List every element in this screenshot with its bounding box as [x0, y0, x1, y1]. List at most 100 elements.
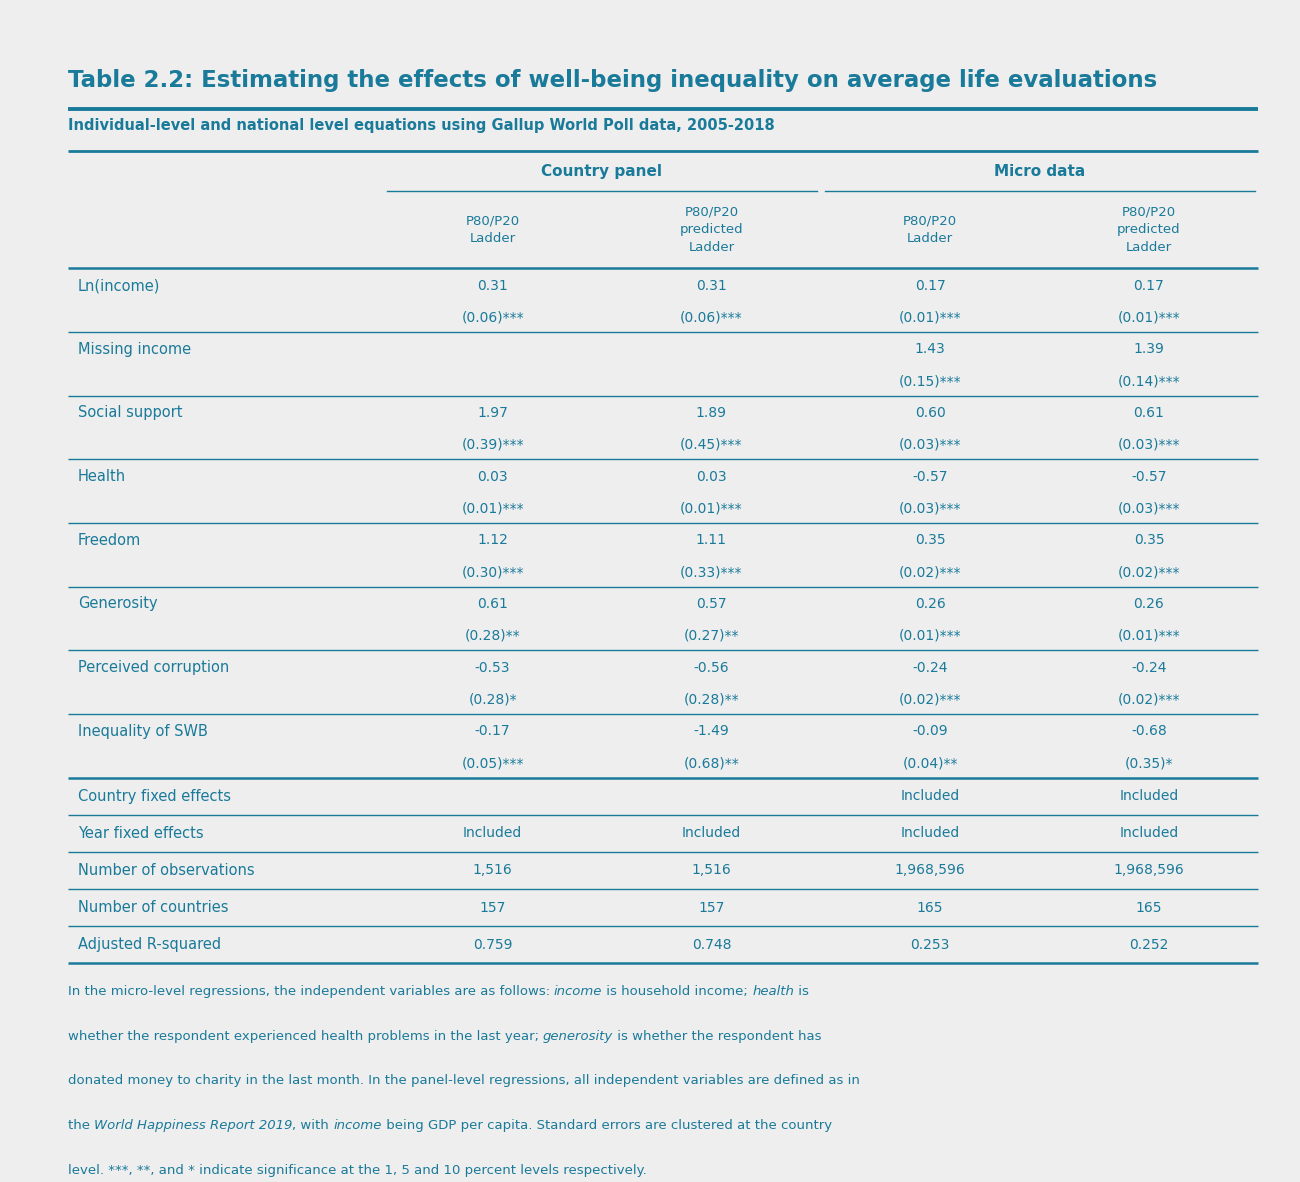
Text: Individual-level and national level equations using Gallup World Poll data, 2005: Individual-level and national level equa…: [68, 118, 775, 134]
Text: 1,968,596: 1,968,596: [1114, 864, 1184, 877]
Text: (0.03)***: (0.03)***: [1118, 437, 1180, 452]
Text: income: income: [554, 985, 602, 998]
Text: Included: Included: [463, 826, 523, 840]
Text: being GDP per capita. Standard errors are clustered at the country: being GDP per capita. Standard errors ar…: [382, 1119, 832, 1132]
Text: (0.03)***: (0.03)***: [898, 437, 962, 452]
Text: Year fixed effects: Year fixed effects: [78, 826, 204, 840]
Text: 1.43: 1.43: [915, 343, 945, 356]
Text: is whether the respondent has: is whether the respondent has: [614, 1030, 822, 1043]
Text: (0.28)**: (0.28)**: [684, 693, 740, 707]
Text: , with: , with: [292, 1119, 333, 1132]
Text: 1.11: 1.11: [696, 533, 727, 547]
Text: (0.45)***: (0.45)***: [680, 437, 742, 452]
Text: Country panel: Country panel: [542, 164, 663, 178]
Text: donated money to charity in the last month. In the panel-level regressions, all : donated money to charity in the last mon…: [68, 1074, 859, 1087]
Text: 0.61: 0.61: [1134, 405, 1165, 420]
Text: -0.68: -0.68: [1131, 725, 1167, 739]
Text: Micro data: Micro data: [994, 164, 1086, 178]
Text: 0.17: 0.17: [1134, 279, 1165, 293]
Text: 157: 157: [480, 901, 506, 915]
Text: 1,968,596: 1,968,596: [894, 864, 966, 877]
Text: whether the respondent experienced health problems in the last year;: whether the respondent experienced healt…: [68, 1030, 543, 1043]
Text: 0.61: 0.61: [477, 597, 508, 611]
Text: health: health: [753, 985, 794, 998]
Text: 0.748: 0.748: [692, 937, 731, 952]
Text: (0.03)***: (0.03)***: [1118, 501, 1180, 515]
Text: 1,516: 1,516: [473, 864, 512, 877]
Text: (0.01)***: (0.01)***: [680, 501, 742, 515]
Text: -0.56: -0.56: [694, 661, 729, 675]
Text: Included: Included: [1119, 826, 1179, 840]
Text: Perceived corruption: Perceived corruption: [78, 660, 229, 675]
Text: (0.01)***: (0.01)***: [462, 501, 524, 515]
Text: Social support: Social support: [78, 405, 182, 421]
Text: Included: Included: [1119, 790, 1179, 804]
Text: 0.60: 0.60: [915, 405, 945, 420]
Text: Freedom: Freedom: [78, 533, 142, 547]
Text: -0.24: -0.24: [913, 661, 948, 675]
Text: generosity: generosity: [543, 1030, 614, 1043]
Text: Inequality of SWB: Inequality of SWB: [78, 723, 208, 739]
Text: -0.57: -0.57: [1131, 469, 1166, 483]
Text: Table 2.2: Estimating the effects of well-being inequality on average life evalu: Table 2.2: Estimating the effects of wel…: [68, 69, 1157, 91]
Text: 0.759: 0.759: [473, 937, 512, 952]
Text: 1.89: 1.89: [696, 405, 727, 420]
Text: -0.09: -0.09: [913, 725, 948, 739]
Text: 165: 165: [916, 901, 944, 915]
Text: Adjusted R-squared: Adjusted R-squared: [78, 937, 221, 953]
Text: (0.01)***: (0.01)***: [898, 311, 962, 324]
Text: 0.03: 0.03: [696, 469, 727, 483]
Text: 0.35: 0.35: [915, 533, 945, 547]
Text: (0.06)***: (0.06)***: [680, 311, 742, 324]
Text: 0.252: 0.252: [1130, 937, 1169, 952]
Text: 165: 165: [1136, 901, 1162, 915]
Text: Health: Health: [78, 469, 126, 485]
Text: P80/P20
Ladder: P80/P20 Ladder: [903, 215, 957, 245]
Text: 0.26: 0.26: [1134, 597, 1165, 611]
Text: (0.33)***: (0.33)***: [680, 565, 742, 579]
Text: 1.97: 1.97: [477, 405, 508, 420]
Text: Included: Included: [901, 826, 959, 840]
Text: 0.26: 0.26: [915, 597, 945, 611]
Text: P80/P20
predicted
Ladder: P80/P20 predicted Ladder: [680, 206, 744, 254]
Text: 0.17: 0.17: [915, 279, 945, 293]
Text: (0.15)***: (0.15)***: [898, 374, 962, 388]
Text: (0.28)*: (0.28)*: [468, 693, 517, 707]
Text: 1.12: 1.12: [477, 533, 508, 547]
Text: P80/P20
Ladder: P80/P20 Ladder: [465, 215, 520, 245]
Text: -0.17: -0.17: [474, 725, 511, 739]
Text: 157: 157: [698, 901, 724, 915]
Text: Included: Included: [681, 826, 741, 840]
Text: (0.03)***: (0.03)***: [898, 501, 962, 515]
Text: (0.05)***: (0.05)***: [462, 756, 524, 769]
Text: Number of observations: Number of observations: [78, 863, 255, 878]
Text: -1.49: -1.49: [693, 725, 729, 739]
Text: (0.06)***: (0.06)***: [462, 311, 524, 324]
Text: P80/P20
predicted
Ladder: P80/P20 predicted Ladder: [1117, 206, 1180, 254]
Text: (0.01)***: (0.01)***: [1118, 311, 1180, 324]
Text: 0.03: 0.03: [477, 469, 508, 483]
Text: (0.27)**: (0.27)**: [684, 629, 740, 643]
Text: 0.31: 0.31: [696, 279, 727, 293]
Text: 1,516: 1,516: [692, 864, 732, 877]
Text: is household income;: is household income;: [602, 985, 753, 998]
Text: 0.57: 0.57: [696, 597, 727, 611]
Text: (0.68)**: (0.68)**: [684, 756, 740, 769]
Text: (0.02)***: (0.02)***: [1118, 693, 1180, 707]
Text: level. ***, **, and * indicate significance at the 1, 5 and 10 percent levels re: level. ***, **, and * indicate significa…: [68, 1164, 646, 1177]
Text: Included: Included: [901, 790, 959, 804]
Text: (0.39)***: (0.39)***: [462, 437, 524, 452]
Text: 0.35: 0.35: [1134, 533, 1165, 547]
Text: (0.01)***: (0.01)***: [1118, 629, 1180, 643]
Text: -0.57: -0.57: [913, 469, 948, 483]
Text: (0.30)***: (0.30)***: [462, 565, 524, 579]
Text: (0.35)*: (0.35)*: [1124, 756, 1173, 769]
Text: -0.53: -0.53: [474, 661, 511, 675]
Text: the: the: [68, 1119, 94, 1132]
Text: Country fixed effects: Country fixed effects: [78, 788, 231, 804]
Text: (0.04)**: (0.04)**: [902, 756, 958, 769]
Text: income: income: [333, 1119, 382, 1132]
Text: Missing income: Missing income: [78, 342, 191, 357]
Text: (0.02)***: (0.02)***: [898, 693, 962, 707]
Text: 0.31: 0.31: [477, 279, 508, 293]
